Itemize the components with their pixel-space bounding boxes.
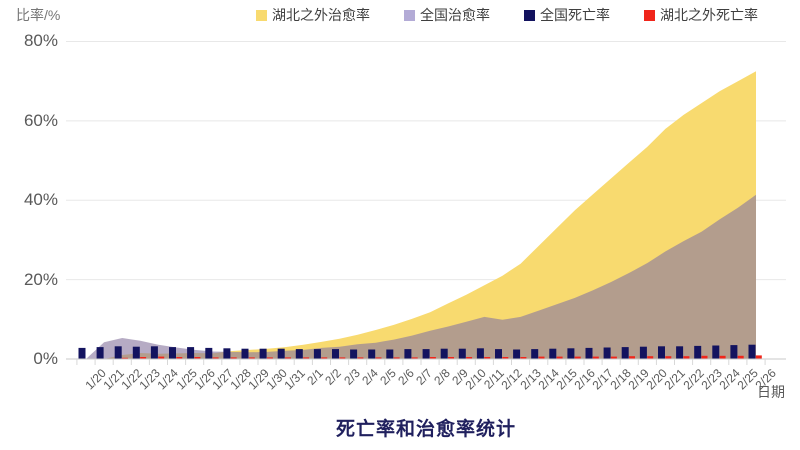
y-tick-label: 0% <box>33 349 58 368</box>
y-tick-label: 80% <box>23 31 58 51</box>
y-tick-label: 40% <box>23 190 58 210</box>
legend-label: 全国治愈率 <box>420 7 490 23</box>
y-tick-label: 20% <box>23 269 58 289</box>
legend: 湖北之外治愈率 全国治愈率 全国死亡率 湖北之外死亡率 <box>256 5 758 25</box>
area-全国治愈率 <box>86 194 756 359</box>
legend-label: 湖北之外死亡率 <box>660 7 758 23</box>
x-axis-title: 日期 <box>757 384 785 400</box>
legend-label: 全国死亡率 <box>540 7 610 23</box>
legend-label: 湖北之外治愈率 <box>272 7 370 23</box>
legend-swatch-yellow <box>256 9 267 21</box>
y-tick-label: 60% <box>23 110 58 130</box>
legend-item-national-death-rate: 全国死亡率 <box>524 5 610 25</box>
legend-item-outside-hubei-cure-rate: 湖北之外治愈率 <box>256 5 370 25</box>
legend-item-outside-hubei-death-rate: 湖北之外死亡率 <box>644 5 758 25</box>
y-axis-title: 比率/% <box>16 7 61 23</box>
legend-swatch-navy <box>524 9 535 21</box>
area-湖北之外治愈率 <box>86 71 756 359</box>
legend-swatch-lavender <box>404 9 415 21</box>
legend-swatch-red <box>644 9 655 21</box>
legend-item-national-cure-rate: 全国治愈率 <box>404 5 490 25</box>
chart-title: 死亡率和治愈率统计 <box>335 419 516 440</box>
